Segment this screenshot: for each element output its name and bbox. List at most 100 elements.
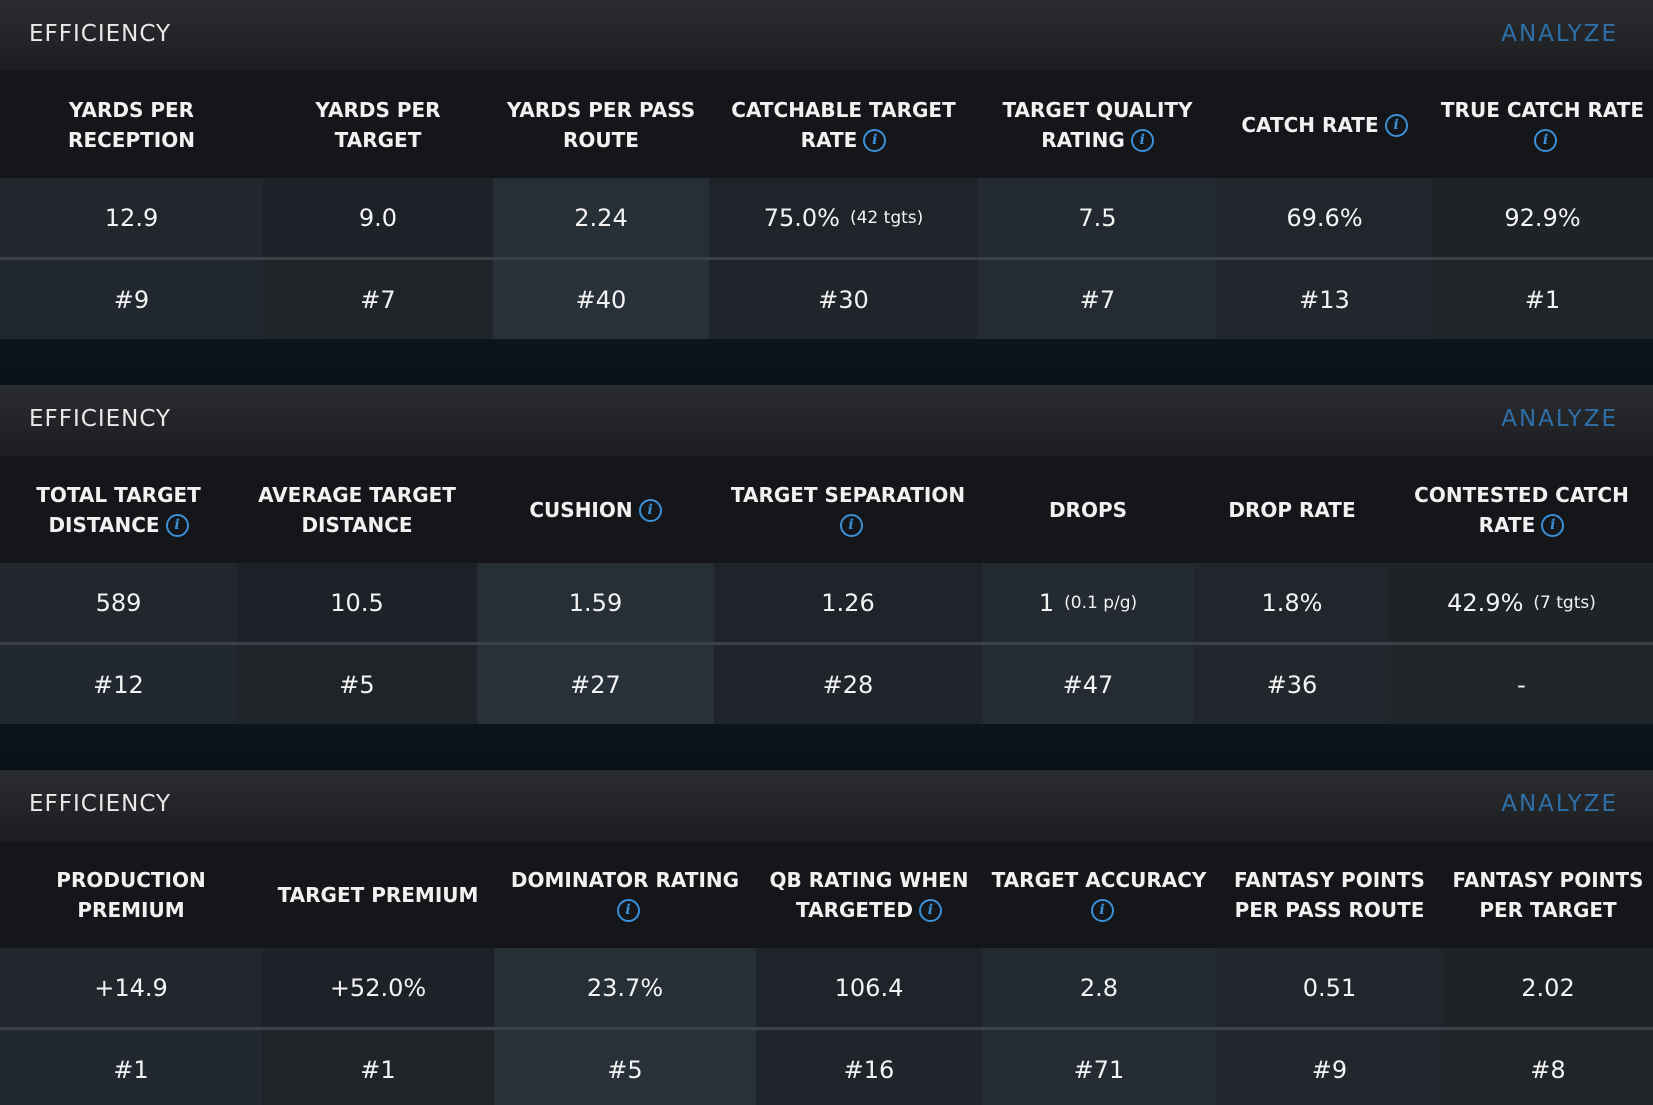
column-header-content: YARDS PER PASS ROUTE — [499, 95, 703, 155]
column-header: TARGET QUALITY RATING i — [978, 71, 1217, 178]
stat-rank: #16 — [843, 1055, 895, 1084]
analyze-link[interactable]: ANALYZE — [1501, 406, 1618, 432]
stat-rank-cell: #71 — [982, 1030, 1216, 1105]
column-header-content: TARGET PREMIUM — [278, 880, 479, 910]
info-icon[interactable]: i — [1130, 128, 1154, 152]
stat-value-cell: 1.8% — [1194, 563, 1390, 642]
stat-value: 106.4 — [834, 973, 904, 1002]
stat-value-cell: 2.24 — [493, 178, 709, 257]
stat-value-detail: (42 tgts) — [849, 207, 924, 228]
info-icon[interactable]: i — [1534, 128, 1557, 152]
column-header-content: DROPS — [1049, 495, 1127, 525]
stat-value: 12.9 — [104, 203, 159, 232]
stat-value-cell: 2.02 — [1443, 948, 1653, 1027]
ranks-row: #12 #5 #27 #28 #47 #36 - — [0, 645, 1653, 724]
column-header-content: DOMINATOR RATING i — [500, 865, 750, 925]
ranks-row: #1 #1 #5 #16 #71 #9 #8 — [0, 1030, 1653, 1105]
column-header-content: TRUE CATCH RATE i — [1438, 95, 1647, 155]
column-header-content: YARDS PER TARGET — [269, 95, 487, 155]
stat-value-cell: +14.9 — [0, 948, 262, 1027]
column-header: TOTAL TARGET DISTANCE i — [0, 456, 237, 563]
column-header-label: YARDS PER TARGET — [315, 97, 441, 152]
stat-rank-cell: #5 — [237, 645, 477, 724]
column-header-content: FANTASY POINTS PER TARGET — [1449, 865, 1647, 925]
stat-rank-cell: #27 — [477, 645, 714, 724]
stat-value: 0.51 — [1302, 973, 1357, 1002]
stat-value: +14.9 — [94, 973, 168, 1002]
stat-value: 23.7% — [586, 973, 664, 1002]
stat-value-cell: 0.51 — [1216, 948, 1443, 1027]
stat-value-cell: 2.8 — [982, 948, 1216, 1027]
column-header-label: DROPS — [1048, 497, 1128, 522]
stat-rank: #1 — [360, 1055, 396, 1084]
column-header-label: TARGET PREMIUM — [277, 882, 479, 907]
info-icon[interactable]: i — [165, 513, 189, 537]
info-icon[interactable]: i — [1090, 898, 1114, 922]
column-header-content: CUSHION i — [529, 495, 662, 525]
stat-value: 92.9% — [1504, 203, 1581, 232]
stat-rank: #27 — [570, 670, 621, 699]
column-header: TARGET SEPARATION i — [714, 456, 982, 563]
info-icon[interactable]: i — [616, 898, 640, 922]
stat-rank: #9 — [113, 285, 150, 314]
column-header: TARGET PREMIUM — [262, 841, 494, 948]
info-icon[interactable]: i — [839, 513, 863, 537]
analyze-link[interactable]: ANALYZE — [1501, 21, 1618, 47]
column-header-label: TOTAL TARGET DISTANCE — [36, 482, 201, 537]
stat-value: 2.8 — [1079, 973, 1119, 1002]
column-header-row: PRODUCTION PREMIUM TARGET PREMIUM DOMINATO… — [0, 841, 1653, 948]
stat-rank-cell: #5 — [494, 1030, 756, 1105]
column-header-label: TARGET SEPARATION — [730, 482, 966, 507]
column-header: TRUE CATCH RATE i — [1432, 71, 1653, 178]
values-row: +14.9 +52.0% 23.7% 106.4 2.8 0.51 2.02 — [0, 948, 1653, 1030]
stat-value-cell: 9.0 — [263, 178, 493, 257]
column-header: CONTESTED CATCH RATE i — [1390, 456, 1653, 563]
stat-value: 7.5 — [1078, 203, 1117, 232]
column-header-content: CATCH RATE i — [1241, 110, 1408, 140]
column-header-label: TRUE CATCH RATE — [1440, 97, 1645, 122]
column-header: CATCH RATE i — [1217, 71, 1432, 178]
column-header: QB RATING WHEN TARGETED i — [756, 841, 982, 948]
stat-rank: #12 — [93, 670, 144, 699]
info-icon[interactable]: i — [863, 128, 887, 152]
stat-value-detail: (7 tgts) — [1533, 592, 1596, 613]
efficiency-panel: EFFICIENCY ANALYZE YARDS PER RECEPTION YARD… — [0, 0, 1653, 339]
info-icon[interactable]: i — [1541, 513, 1565, 537]
stat-rank-cell: #1 — [0, 1030, 262, 1105]
stat-value: 1.59 — [568, 588, 623, 617]
column-header: YARDS PER RECEPTION — [0, 71, 263, 178]
column-header-label: YARDS PER RECEPTION — [68, 97, 195, 152]
panel-title: EFFICIENCY — [29, 406, 172, 432]
column-header-row: TOTAL TARGET DISTANCE i AVERAGE TARGET DIS… — [0, 456, 1653, 563]
column-header-content: CONTESTED CATCH RATE i — [1396, 480, 1647, 540]
stat-value-cell: 92.9% — [1432, 178, 1653, 257]
stat-value-cell: +52.0% — [262, 948, 494, 1027]
info-icon[interactable]: i — [638, 498, 662, 522]
stat-value: 1.8% — [1261, 588, 1323, 617]
column-header: YARDS PER TARGET — [263, 71, 493, 178]
stat-rank-cell: #1 — [262, 1030, 494, 1105]
column-header-row: YARDS PER RECEPTION YARDS PER TARGET YARDS… — [0, 71, 1653, 178]
column-header-label: FANTASY POINTS PER PASS ROUTE — [1234, 867, 1425, 922]
stat-value-cell: 12.9 — [0, 178, 263, 257]
column-header-label: TARGET QUALITY RATING — [1002, 97, 1193, 152]
panel-header: EFFICIENCY ANALYZE — [0, 385, 1653, 456]
panel-gap — [0, 338, 1653, 385]
column-header-content: TARGET SEPARATION i — [720, 480, 976, 540]
column-header-content: CATCHABLE TARGET RATE i — [715, 95, 972, 155]
column-header: FANTASY POINTS PER TARGET — [1443, 841, 1653, 948]
info-icon[interactable]: i — [918, 898, 942, 922]
stat-value: 10.5 — [330, 588, 384, 617]
stat-value-cell: 1.59 — [477, 563, 714, 642]
column-header: DROP RATE — [1194, 456, 1390, 563]
column-header-content: FANTASY POINTS PER PASS ROUTE — [1222, 865, 1437, 925]
stat-value-cell: 589 — [0, 563, 237, 642]
analyze-link[interactable]: ANALYZE — [1501, 791, 1618, 817]
stat-rank-cell: #30 — [709, 260, 978, 339]
stat-rank-cell: #8 — [1443, 1030, 1653, 1105]
stat-rank-cell: #40 — [493, 260, 709, 339]
column-header: AVERAGE TARGET DISTANCE — [237, 456, 477, 563]
stat-value: 1 — [1038, 588, 1055, 617]
info-icon[interactable]: i — [1384, 113, 1408, 137]
column-header-content: TOTAL TARGET DISTANCE i — [6, 480, 231, 540]
